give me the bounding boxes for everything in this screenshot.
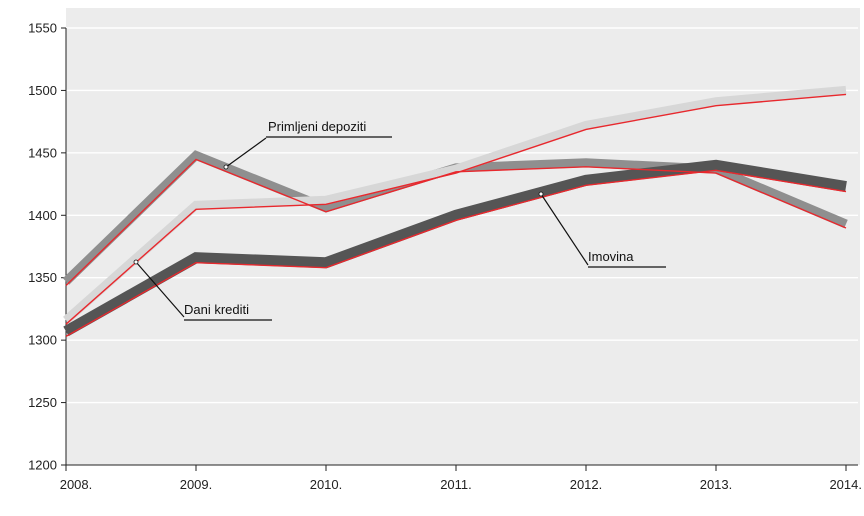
annotation-label: Dani krediti xyxy=(184,302,249,317)
y-tick-label: 1550 xyxy=(28,21,57,36)
annotation-label: Imovina xyxy=(588,249,634,264)
x-tick-label: 2012. xyxy=(570,477,603,492)
x-tick-label: 2014. xyxy=(829,477,862,492)
annotation-dot xyxy=(223,164,229,170)
series-overlay-dani-krediti xyxy=(65,93,847,325)
y-tick-label: 1450 xyxy=(28,145,57,160)
x-tick-label: 2008. xyxy=(60,477,93,492)
series-overlay-primljeni-depoziti xyxy=(65,158,847,287)
x-tick-label: 2010. xyxy=(310,477,343,492)
x-tick-label: 2011. xyxy=(440,477,472,492)
plot-background xyxy=(66,8,860,465)
y-tick-label: 1200 xyxy=(28,458,57,473)
annotation-dot xyxy=(133,259,139,265)
annotation-leader xyxy=(225,137,267,168)
series-line-imovina xyxy=(63,159,847,337)
annotation-leader xyxy=(540,193,589,266)
x-tick-label: 2009. xyxy=(180,477,213,492)
y-tick-label: 1350 xyxy=(28,270,57,285)
annotation-label: Primljeni depoziti xyxy=(268,119,366,134)
y-tick-label: 1500 xyxy=(28,83,57,98)
series-overlay-imovina xyxy=(65,169,847,338)
annotation-leader xyxy=(135,261,185,318)
y-tick-label: 1400 xyxy=(28,208,57,223)
x-tick-label: 2013. xyxy=(700,477,733,492)
y-tick-label: 1300 xyxy=(28,333,57,348)
y-tick-label: 1250 xyxy=(28,395,57,410)
annotation-dot xyxy=(538,191,544,197)
